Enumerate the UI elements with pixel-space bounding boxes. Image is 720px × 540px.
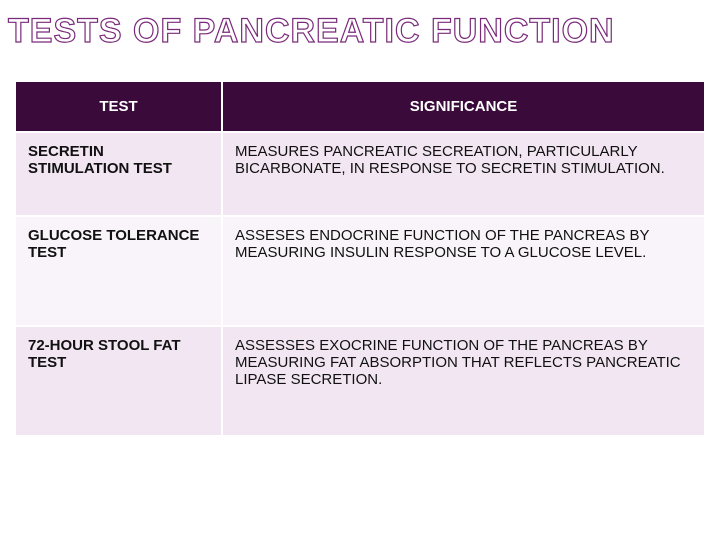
cell-test: SECRETIN STIMULATION TEST	[15, 132, 222, 216]
table-row: SECRETIN STIMULATION TEST MEASURES PANCR…	[15, 132, 705, 216]
slide-title: TESTS OF PANCREATIC FUNCTION	[8, 12, 615, 51]
table-header-row: TEST SIGNIFICANCE	[15, 81, 705, 132]
col-header-test: TEST	[15, 81, 222, 132]
cell-test: 72-HOUR STOOL FAT TEST	[15, 326, 222, 436]
cell-significance: MEASURES PANCREATIC SECREATION, PARTICUL…	[222, 132, 705, 216]
cell-significance: ASSESSES EXOCRINE FUNCTION OF THE PANCRE…	[222, 326, 705, 436]
slide: { "title": "TESTS OF PANCREATIC FUNCTION…	[0, 0, 720, 540]
tests-table-wrap: TEST SIGNIFICANCE SECRETIN STIMULATION T…	[14, 80, 706, 437]
col-header-significance: SIGNIFICANCE	[222, 81, 705, 132]
cell-significance: ASSESES ENDOCRINE FUNCTION OF THE PANCRE…	[222, 216, 705, 326]
tests-table: TEST SIGNIFICANCE SECRETIN STIMULATION T…	[14, 80, 706, 437]
table-row: GLUCOSE TOLERANCE TEST ASSESES ENDOCRINE…	[15, 216, 705, 326]
cell-test: GLUCOSE TOLERANCE TEST	[15, 216, 222, 326]
table-row: 72-HOUR STOOL FAT TEST ASSESSES EXOCRINE…	[15, 326, 705, 436]
